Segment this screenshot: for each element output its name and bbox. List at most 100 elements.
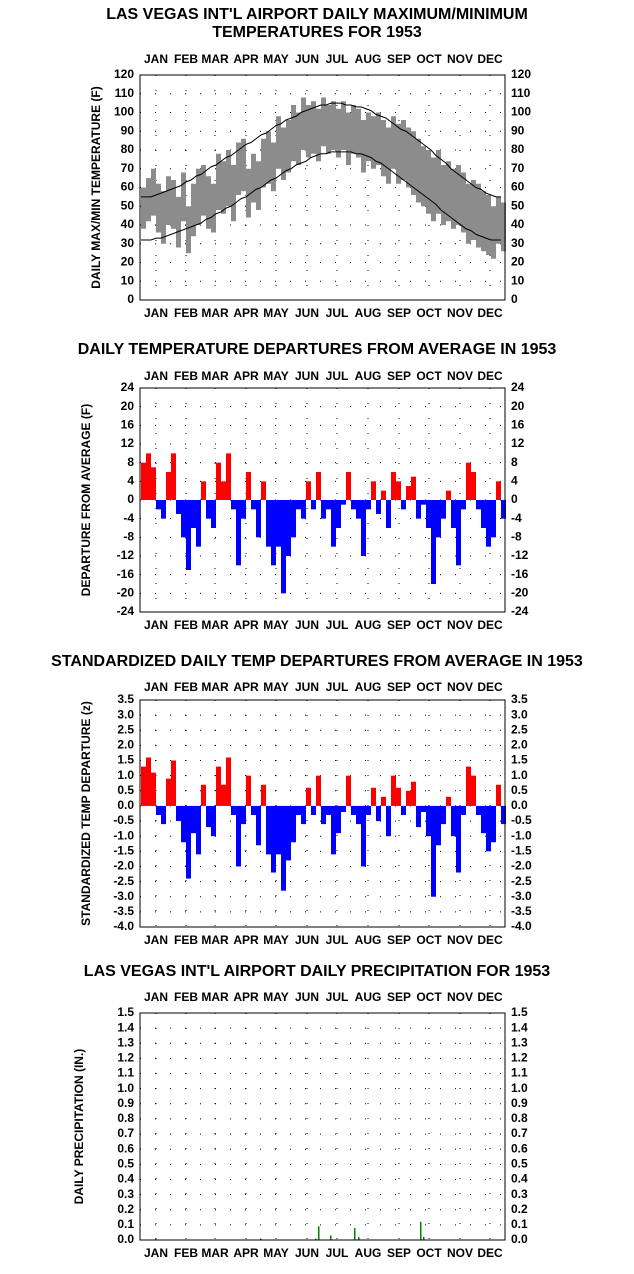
bar — [311, 805, 316, 816]
bar — [441, 805, 446, 825]
y-tick-label: 20 — [121, 255, 135, 269]
bar — [241, 805, 246, 825]
bar — [391, 775, 396, 806]
y-tick-label-right: 30 — [511, 236, 525, 250]
y-tick-label-right: 0.5 — [511, 783, 528, 797]
bar — [361, 500, 366, 556]
bar — [296, 500, 301, 510]
bar — [156, 500, 161, 510]
bar — [155, 1238, 157, 1240]
x-tick-label: SEP — [387, 933, 411, 947]
range-bar — [226, 150, 231, 207]
range-bar — [381, 120, 386, 177]
y-tick-label-right: -0.5 — [511, 813, 532, 827]
y-tick-label: 0.8 — [117, 1111, 134, 1125]
bar — [356, 805, 361, 825]
bar — [276, 500, 281, 547]
y-tick-label: 110 — [115, 86, 135, 100]
range-bar — [476, 183, 481, 248]
x-tick-label: OCT — [416, 306, 442, 320]
bar — [196, 805, 201, 855]
bar — [211, 805, 216, 837]
bar — [476, 500, 481, 510]
x-tick-label: JAN — [144, 1246, 168, 1260]
bar — [356, 500, 361, 519]
range-bar — [176, 196, 181, 248]
y-tick-label-right: -4.0 — [511, 919, 532, 933]
bar — [146, 757, 151, 806]
x-tick-label: DEC — [477, 306, 503, 320]
x-tick-label: DEC — [477, 933, 503, 947]
range-bar — [341, 101, 346, 150]
y-tick-label-right: 3.0 — [511, 707, 528, 721]
y-tick-label: 90 — [121, 123, 135, 137]
x-tick-label-top: FEB — [174, 52, 198, 66]
x-tick-label-top: OCT — [416, 680, 442, 694]
range-bar — [256, 161, 261, 210]
range-bar — [326, 105, 331, 154]
bar — [271, 805, 276, 873]
bar — [321, 500, 326, 519]
range-bar — [266, 131, 271, 184]
range-bar — [456, 165, 461, 225]
y-tick-label-right: 0.0 — [511, 1232, 528, 1246]
y-tick-label-right: 0.7 — [511, 1126, 528, 1140]
x-tick-label-top: DEC — [477, 680, 503, 694]
bar — [411, 476, 416, 500]
y-tick-label: 1.2 — [117, 1051, 134, 1065]
y-tick-label: 2.5 — [117, 722, 134, 736]
y-tick-label: 0 — [127, 292, 134, 306]
bar — [491, 805, 496, 843]
bar — [371, 481, 376, 500]
range-bar — [401, 120, 406, 180]
range-bar — [346, 112, 351, 165]
x-tick-label-top: MAR — [201, 680, 229, 694]
bar — [311, 500, 316, 510]
x-tick-label: JUN — [295, 1246, 319, 1260]
bar — [351, 500, 356, 510]
bar — [246, 775, 251, 806]
bar — [461, 500, 466, 510]
y-tick-label-right: 1.1 — [511, 1066, 528, 1080]
y-tick-label: 10 — [121, 273, 135, 287]
y-tick-label-right: 1.5 — [511, 753, 528, 767]
y-tick-label-right: -8 — [511, 530, 522, 544]
bar — [361, 805, 366, 867]
x-tick-label-top: MAR — [201, 52, 229, 66]
bar — [446, 796, 451, 806]
bar — [441, 500, 446, 519]
range-bar — [296, 112, 301, 165]
x-tick-label-top: SEP — [387, 52, 411, 66]
bar — [251, 500, 256, 510]
bar — [256, 805, 261, 846]
x-tick-label: JAN — [144, 933, 168, 947]
y-tick-label-right: 110 — [511, 86, 531, 100]
bar — [420, 1221, 422, 1240]
y-tick-label: 0.7 — [117, 1126, 134, 1140]
bar — [318, 1226, 320, 1240]
y-tick-label: 1.5 — [117, 1005, 134, 1019]
y-tick-label: -4 — [123, 511, 134, 525]
y-tick-label-right: 0.3 — [511, 1187, 528, 1201]
y-tick-label-right: -2.5 — [511, 874, 532, 888]
bar — [476, 805, 481, 816]
range-bar — [356, 108, 361, 158]
bar — [354, 1227, 356, 1240]
range-bar — [391, 116, 396, 169]
y-tick-label: 20 — [121, 399, 135, 413]
x-tick-label: OCT — [416, 618, 442, 632]
x-tick-label-top: JAN — [144, 369, 168, 383]
x-tick-label-top: DEC — [477, 990, 503, 1004]
y-tick-label: 60 — [121, 180, 135, 194]
bar — [211, 500, 216, 528]
y-tick-label-right: -16 — [511, 567, 529, 581]
range-bar — [366, 112, 371, 162]
range-bar — [361, 120, 366, 173]
x-tick-label-top: APR — [233, 52, 259, 66]
bar — [431, 805, 436, 897]
chart-title: LAS VEGAS INT'L AIRPORT DAILY PRECIPITAT… — [84, 963, 551, 980]
x-tick-label: APR — [233, 1246, 259, 1260]
x-tick-label-top: JAN — [144, 52, 168, 66]
y-tick-label: 0.0 — [117, 798, 134, 812]
bar — [291, 805, 296, 843]
